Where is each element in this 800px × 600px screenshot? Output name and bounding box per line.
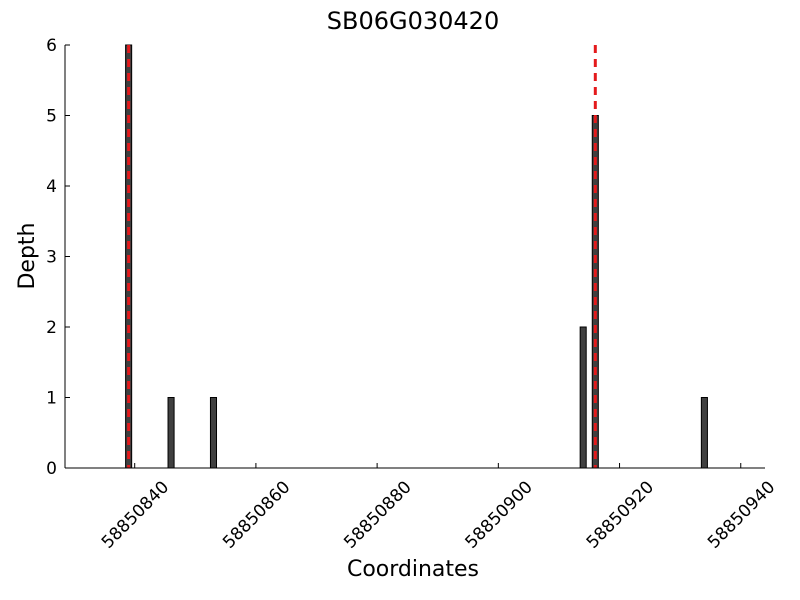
y-tick-label: 3 [46, 248, 57, 268]
x-tick-label: 58850860 [219, 477, 294, 552]
chart-title: SB06G030420 [327, 7, 499, 35]
x-axis-label: Coordinates [347, 557, 479, 582]
bar [209, 397, 218, 469]
y-tick-label: 4 [46, 177, 57, 197]
x-tick-label: 58850880 [340, 477, 415, 552]
x-tick-label: 58850920 [583, 477, 658, 552]
y-tick-label: 5 [46, 107, 57, 127]
bar [700, 397, 708, 469]
bar [579, 326, 587, 469]
y-tick-label: 1 [46, 389, 57, 409]
y-axis-label: Depth [15, 222, 40, 289]
y-tick-label: 0 [46, 459, 57, 479]
x-tick-label: 58850940 [704, 477, 779, 552]
y-tick-label: 2 [46, 318, 57, 338]
y-tick-label: 6 [46, 36, 57, 56]
x-tick-label: 58850900 [462, 477, 537, 552]
x-tick-label: 58850840 [98, 477, 173, 552]
bar [167, 397, 175, 469]
